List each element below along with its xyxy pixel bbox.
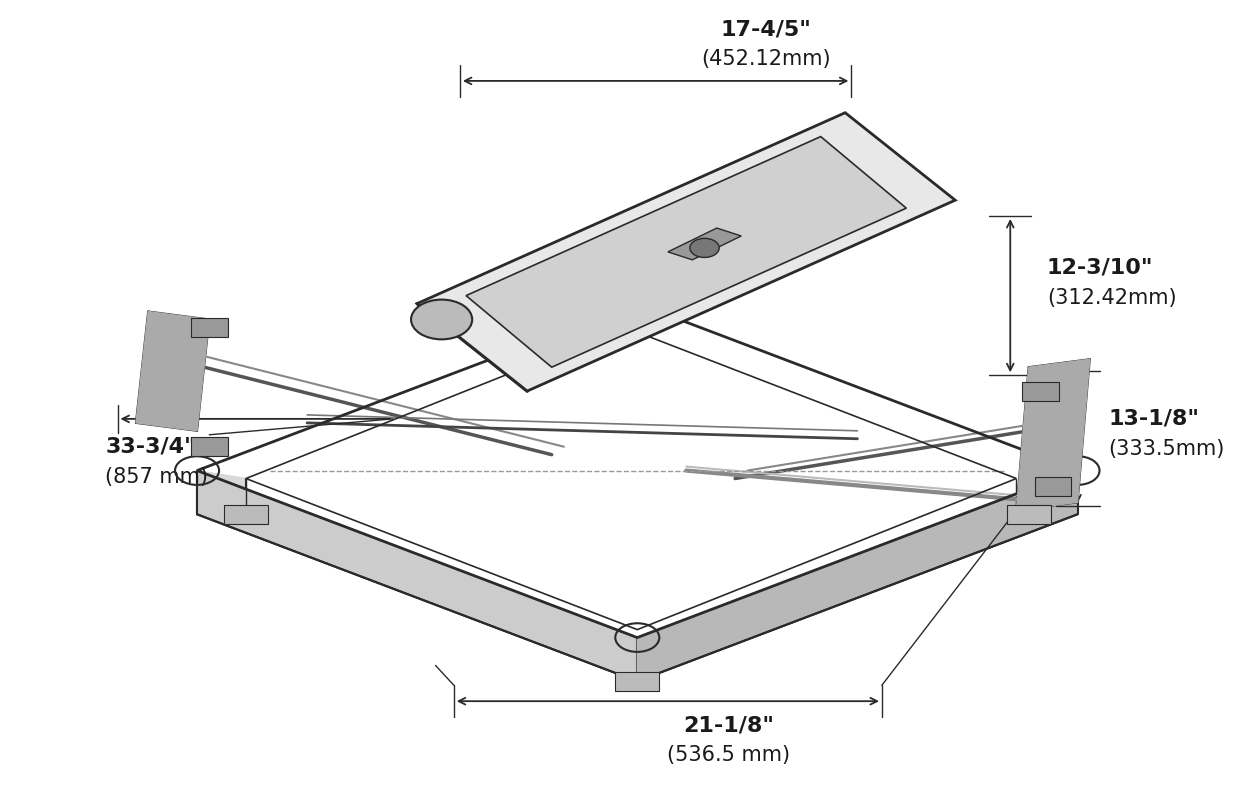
Text: (333.5mm): (333.5mm)	[1108, 439, 1225, 459]
Circle shape	[411, 299, 472, 339]
Text: (452.12mm): (452.12mm)	[701, 49, 830, 69]
Text: 33-3/4": 33-3/4"	[105, 437, 196, 456]
Circle shape	[690, 239, 719, 258]
Text: 13-1/8": 13-1/8"	[1108, 409, 1199, 429]
Polygon shape	[418, 113, 955, 391]
Polygon shape	[668, 228, 741, 260]
Polygon shape	[1016, 359, 1090, 511]
Polygon shape	[638, 471, 1078, 681]
Bar	[224, 505, 268, 523]
Text: 12-3/10": 12-3/10"	[1048, 258, 1154, 278]
Text: (536.5 mm): (536.5 mm)	[668, 745, 790, 765]
Polygon shape	[466, 136, 906, 367]
Bar	[191, 318, 228, 337]
Bar	[1006, 505, 1050, 523]
Polygon shape	[198, 471, 246, 522]
Text: 17-4/5": 17-4/5"	[720, 19, 811, 39]
Bar	[1022, 381, 1059, 401]
Text: 21-1/8": 21-1/8"	[684, 715, 775, 735]
Polygon shape	[198, 471, 638, 681]
Bar	[1035, 477, 1071, 496]
Bar	[191, 437, 228, 456]
Text: (857 mm): (857 mm)	[105, 467, 209, 487]
Polygon shape	[136, 311, 209, 431]
Bar	[615, 672, 659, 691]
Text: (312.42mm): (312.42mm)	[1048, 288, 1176, 308]
